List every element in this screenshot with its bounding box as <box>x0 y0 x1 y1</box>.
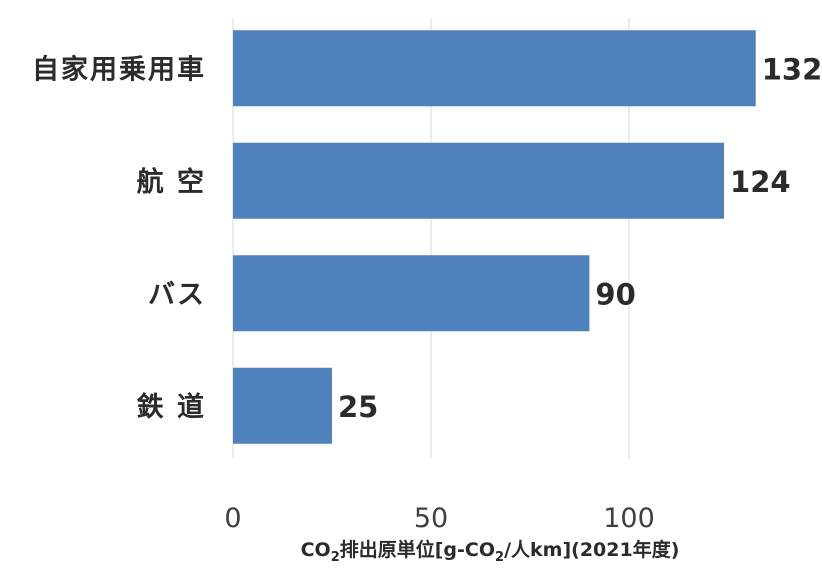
category-label: 鉄 道 <box>137 391 206 423</box>
x-axis-title: CO2排出原単位[g-CO2/人km](2021年度) <box>301 538 680 565</box>
data-label: 132 <box>762 52 822 86</box>
bar <box>233 142 725 219</box>
category-label: 自家用乗用車 <box>32 53 206 85</box>
labels: 0 50 100 132 自家用乗用車 124 航 空 90 バス 25 鉄 道 <box>32 52 822 534</box>
x-tick-label: 0 <box>224 503 241 534</box>
data-label: 124 <box>730 165 791 199</box>
category-label: 航 空 <box>137 166 206 198</box>
category-label: バス <box>148 279 206 310</box>
data-label: 90 <box>595 277 635 311</box>
bar <box>233 255 590 332</box>
x-tick-label: 100 <box>603 503 655 534</box>
bar <box>233 30 756 107</box>
x-tick-label: 50 <box>414 503 448 534</box>
data-label: 25 <box>338 390 378 424</box>
bar <box>233 367 332 444</box>
bars <box>233 30 756 444</box>
